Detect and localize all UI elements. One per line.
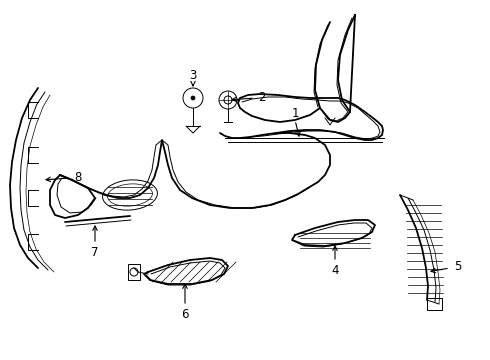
Text: 6: 6 <box>181 309 189 321</box>
Text: 3: 3 <box>189 68 196 81</box>
Text: 1: 1 <box>291 107 299 120</box>
Bar <box>427 298 442 310</box>
Circle shape <box>191 96 195 100</box>
Text: 8: 8 <box>74 171 82 184</box>
Text: 5: 5 <box>454 261 462 274</box>
Text: 4: 4 <box>331 264 339 276</box>
Text: 2: 2 <box>258 90 266 104</box>
Bar <box>128 264 140 280</box>
Text: 7: 7 <box>91 246 99 258</box>
